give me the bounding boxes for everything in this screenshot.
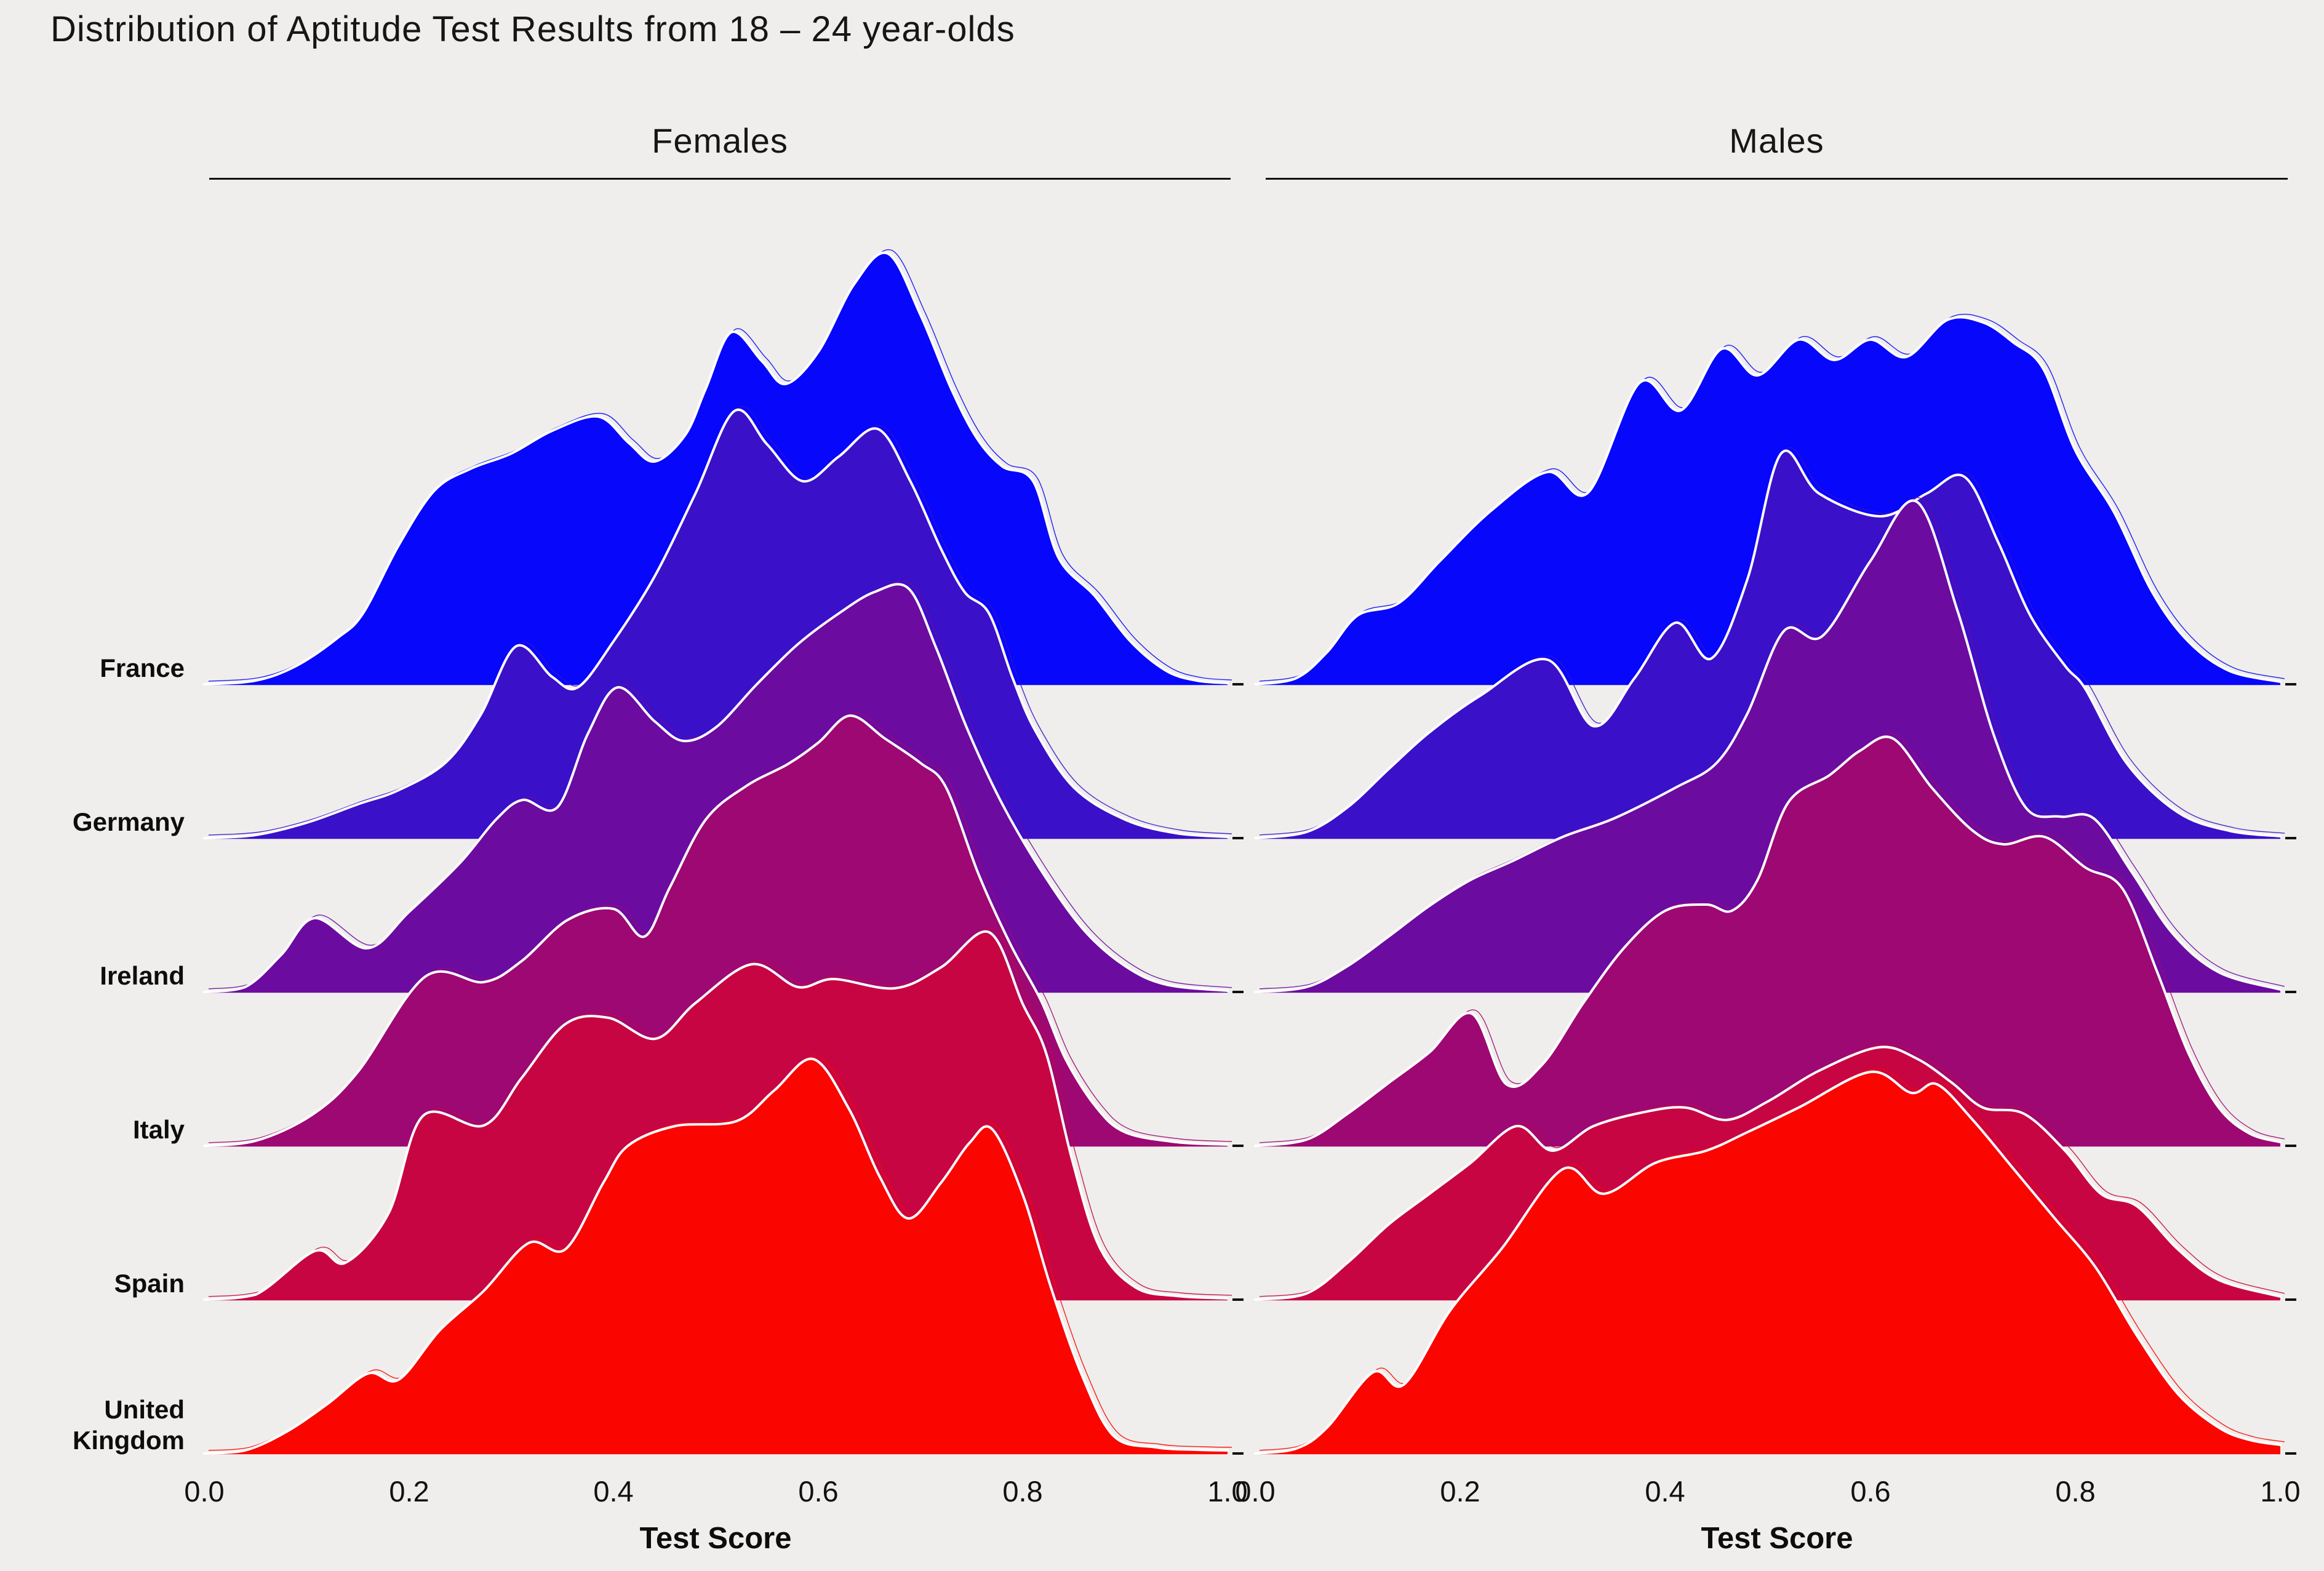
row-label-united-kingdom: United Kingdom: [0, 1394, 185, 1456]
baseline-end-tick-spain-females: [1232, 1298, 1244, 1301]
baseline-end-tick-united-kingdom-males: [2285, 1452, 2296, 1455]
baseline-end-tick-germany-males: [2285, 837, 2296, 839]
baseline-end-tick-united-kingdom-females: [1232, 1452, 1244, 1455]
ridge-edge-germany-females: [203, 408, 1229, 839]
row-label-italy: Italy: [132, 1115, 185, 1144]
x-tick-females-0.2: 0.2: [389, 1475, 429, 1508]
ridge-edge-united-kingdom-males: [1254, 1070, 2282, 1455]
x-tick-males-0.4: 0.4: [1645, 1475, 1685, 1508]
x-tick-males-0.0: 0.0: [1235, 1475, 1276, 1508]
x-tick-males-0.6: 0.6: [1850, 1475, 1891, 1508]
chart-title: Distribution of Aptitude Test Results fr…: [50, 9, 1015, 49]
baseline-end-tick-germany-females: [1232, 837, 1244, 839]
baseline-end-tick-france-males: [2285, 683, 2296, 686]
ridge-fill-germany-females: [204, 409, 1228, 838]
baseline-end-tick-italy-males: [2285, 1145, 2296, 1147]
row-label-spain: Spain: [114, 1269, 185, 1298]
x-axis-title-males: Test Score: [1701, 1522, 1853, 1555]
ridge-fill-germany-males: [1255, 450, 2280, 838]
ridge-edge-france-males: [1254, 316, 2282, 686]
ridge-fill-italy-males: [1255, 737, 2280, 1146]
facet-header-males: Males: [1729, 121, 1824, 160]
ridge-fill-united-kingdom-males: [1255, 1071, 2280, 1453]
row-label-ireland: Ireland: [100, 961, 185, 990]
ridge-edge-ireland-females: [203, 583, 1229, 993]
ridge-edge-spain-males: [1254, 1045, 2282, 1301]
ridge-edge-france-females: [203, 251, 1229, 686]
x-tick-males-0.2: 0.2: [1440, 1475, 1480, 1508]
x-tick-males-0.8: 0.8: [2055, 1475, 2096, 1508]
ridge-edge-germany-males: [1254, 449, 2282, 839]
baseline-end-tick-italy-females: [1232, 1145, 1244, 1147]
ridge-edge-spain-females: [203, 930, 1229, 1301]
row-label-germany: Germany: [72, 807, 185, 836]
x-tick-females-0.4: 0.4: [593, 1475, 634, 1508]
baseline-end-tick-spain-males: [2285, 1298, 2296, 1301]
x-tick-females-0.0: 0.0: [184, 1475, 225, 1508]
baseline-end-tick-ireland-females: [1232, 991, 1244, 993]
x-tick-males-1.0: 1.0: [2260, 1475, 2301, 1508]
ridge-fill-united-kingdom-females: [204, 1058, 1228, 1453]
baseline-end-tick-ireland-males: [2285, 991, 2296, 993]
facet-underline-females: [209, 178, 1231, 180]
x-tick-females-0.8: 0.8: [1002, 1475, 1043, 1508]
x-tick-females-0.6: 0.6: [798, 1475, 839, 1508]
ridge-edge-united-kingdom-females: [203, 1057, 1229, 1455]
facet-header-females: Females: [652, 121, 788, 160]
baseline-end-tick-france-females: [1232, 683, 1244, 686]
facet-underline-males: [1266, 178, 2288, 180]
ridge-edge-italy-females: [203, 714, 1229, 1147]
x-axis-title-females: Test Score: [639, 1522, 792, 1555]
ridge-edge-italy-males: [1254, 735, 2282, 1147]
ridge-edge-ireland-males: [1254, 499, 2282, 993]
row-label-united-kingdom-line1: United: [104, 1395, 185, 1424]
row-label-france: France: [100, 654, 185, 682]
x-tick-females-1.0: 1.0: [1207, 1475, 1248, 1508]
row-label-united-kingdom-line2: Kingdom: [73, 1426, 185, 1455]
